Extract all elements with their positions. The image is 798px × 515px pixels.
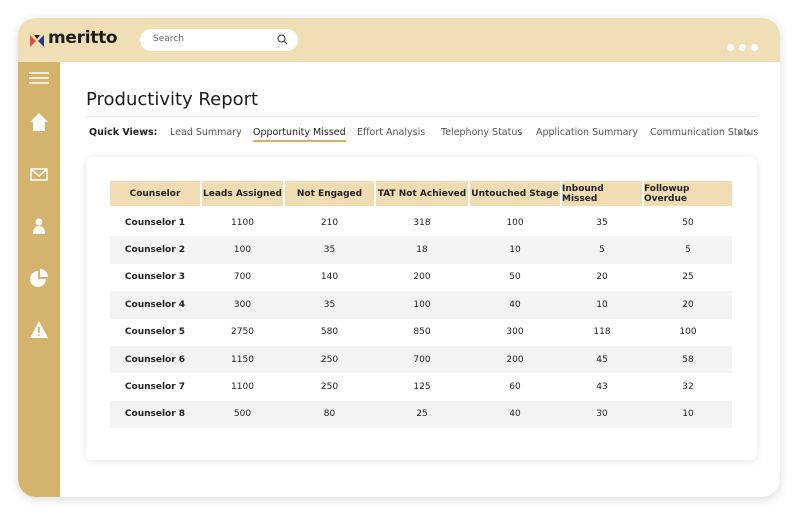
table-cell: 60: [509, 382, 521, 393]
table-cell: 140: [320, 272, 339, 283]
table-header: Untouched Stage: [470, 181, 560, 206]
counselor-name: Counselor 2: [124, 245, 186, 256]
table-header: Counselor: [110, 181, 200, 206]
table-header: TAT Not Achieved: [376, 181, 468, 206]
table-cell: 700: [413, 354, 431, 365]
counselor-name: Counselor 3: [124, 272, 186, 283]
chart-icon[interactable]: [29, 268, 49, 288]
brand: meritto: [48, 28, 118, 48]
quick-view-tab[interactable]: Lead Summary: [170, 127, 242, 138]
counselor-name: Counselor 8: [124, 409, 186, 420]
table-cell: 1100: [231, 217, 254, 228]
table-cell: 200: [506, 354, 524, 365]
table-cell: 500: [233, 409, 252, 420]
table-cell: 1100: [231, 382, 254, 393]
table-cell: 80: [323, 409, 336, 420]
search-box[interactable]: Search: [140, 29, 298, 51]
counselor-name: Counselor 1: [124, 217, 186, 228]
user-icon[interactable]: [29, 216, 49, 236]
table-cell: 25: [416, 409, 428, 420]
top-bar: meritto Search: [18, 18, 780, 62]
table-cell: 580: [320, 327, 339, 338]
table-header: Leads Assigned: [202, 181, 283, 206]
app-window: meritto Search Productivity Report Quick…: [18, 18, 780, 497]
table-cell: 20: [682, 299, 694, 310]
table-cell: 10: [509, 245, 521, 256]
quick-view-tab[interactable]: Communication Status: [650, 127, 759, 138]
table-row: [110, 346, 732, 374]
table-cell: 35: [596, 217, 608, 228]
search-placeholder: Search: [153, 34, 184, 44]
quick-view-tab[interactable]: Telephony Status: [441, 127, 523, 138]
table-cell: 50: [509, 272, 521, 283]
table-cell: 210: [320, 217, 339, 228]
menu-dots[interactable]: [722, 36, 758, 55]
table-cell: 300: [233, 299, 252, 310]
table-cell: 20: [596, 272, 608, 283]
table-row: [110, 236, 732, 264]
table-cell: 58: [682, 354, 694, 365]
more-tabs[interactable]: [738, 130, 752, 136]
table-cell: 850: [413, 327, 431, 338]
home-icon[interactable]: [29, 112, 49, 132]
search-icon: [277, 34, 288, 45]
quick-views-label: Quick Views:: [89, 127, 158, 138]
menu-icon[interactable]: [29, 68, 49, 88]
table-cell: 5: [599, 245, 605, 256]
counselor-name: Counselor 5: [124, 327, 186, 338]
table-row: [110, 318, 732, 346]
table-cell: 250: [320, 382, 339, 393]
quick-views: Quick Views: Lead Summary Opportunity Mis…: [89, 127, 758, 142]
counselor-name: Counselor 4: [124, 299, 186, 310]
alert-icon[interactable]: [29, 320, 49, 340]
table-cell: 35: [323, 245, 336, 256]
counselor-name: Counselor 7: [124, 382, 186, 393]
logo-icon: [30, 35, 44, 47]
table-cell: 300: [506, 327, 524, 338]
table-row: [110, 400, 732, 429]
table-cell: 50: [682, 217, 694, 228]
table-cell: 100: [413, 299, 431, 310]
table-cell: 318: [413, 217, 431, 228]
table-cell: 200: [413, 272, 431, 283]
table-cell: 118: [593, 327, 611, 338]
table-cell: 125: [413, 382, 431, 393]
table-header: Inbound Missed: [562, 181, 642, 206]
table-cell: 250: [320, 354, 339, 365]
table-cell: 18: [416, 245, 428, 256]
table-cell: 100: [233, 245, 252, 256]
table-header: Not Engaged: [285, 181, 374, 206]
table-row: [110, 291, 732, 319]
table-cell: 5: [685, 245, 691, 256]
table-cell: 30: [596, 409, 608, 420]
quick-view-tab[interactable]: Application Summary: [536, 127, 639, 138]
table-cell: 32: [682, 382, 694, 393]
table-cell: 1150: [231, 354, 254, 365]
table-cell: 100: [679, 327, 697, 338]
table-row: [110, 263, 732, 292]
table-row: [110, 209, 732, 237]
table-cell: 43: [596, 382, 608, 393]
table-cell: 700: [233, 272, 252, 283]
table-cell: 10: [596, 299, 608, 310]
table-header: Followup Overdue: [644, 181, 732, 206]
quick-view-tab[interactable]: Opportunity Missed: [253, 127, 346, 142]
quick-view-tab[interactable]: Effort Analysis: [357, 127, 426, 138]
table-cell: 45: [596, 354, 608, 365]
table-cell: 100: [506, 217, 524, 228]
counselor-name: Counselor 6: [124, 354, 186, 365]
table-cell: 2750: [231, 327, 254, 338]
table-cell: 10: [682, 409, 694, 420]
divider: [86, 116, 756, 117]
table-row: [110, 373, 732, 401]
table-cell: 40: [509, 299, 521, 310]
table-cell: 25: [682, 272, 694, 283]
mail-icon[interactable]: [29, 164, 49, 184]
table-cell: 40: [509, 409, 521, 420]
table-cell: 35: [323, 299, 336, 310]
sidebar: [18, 62, 60, 497]
page-title: Productivity Report: [86, 89, 259, 110]
